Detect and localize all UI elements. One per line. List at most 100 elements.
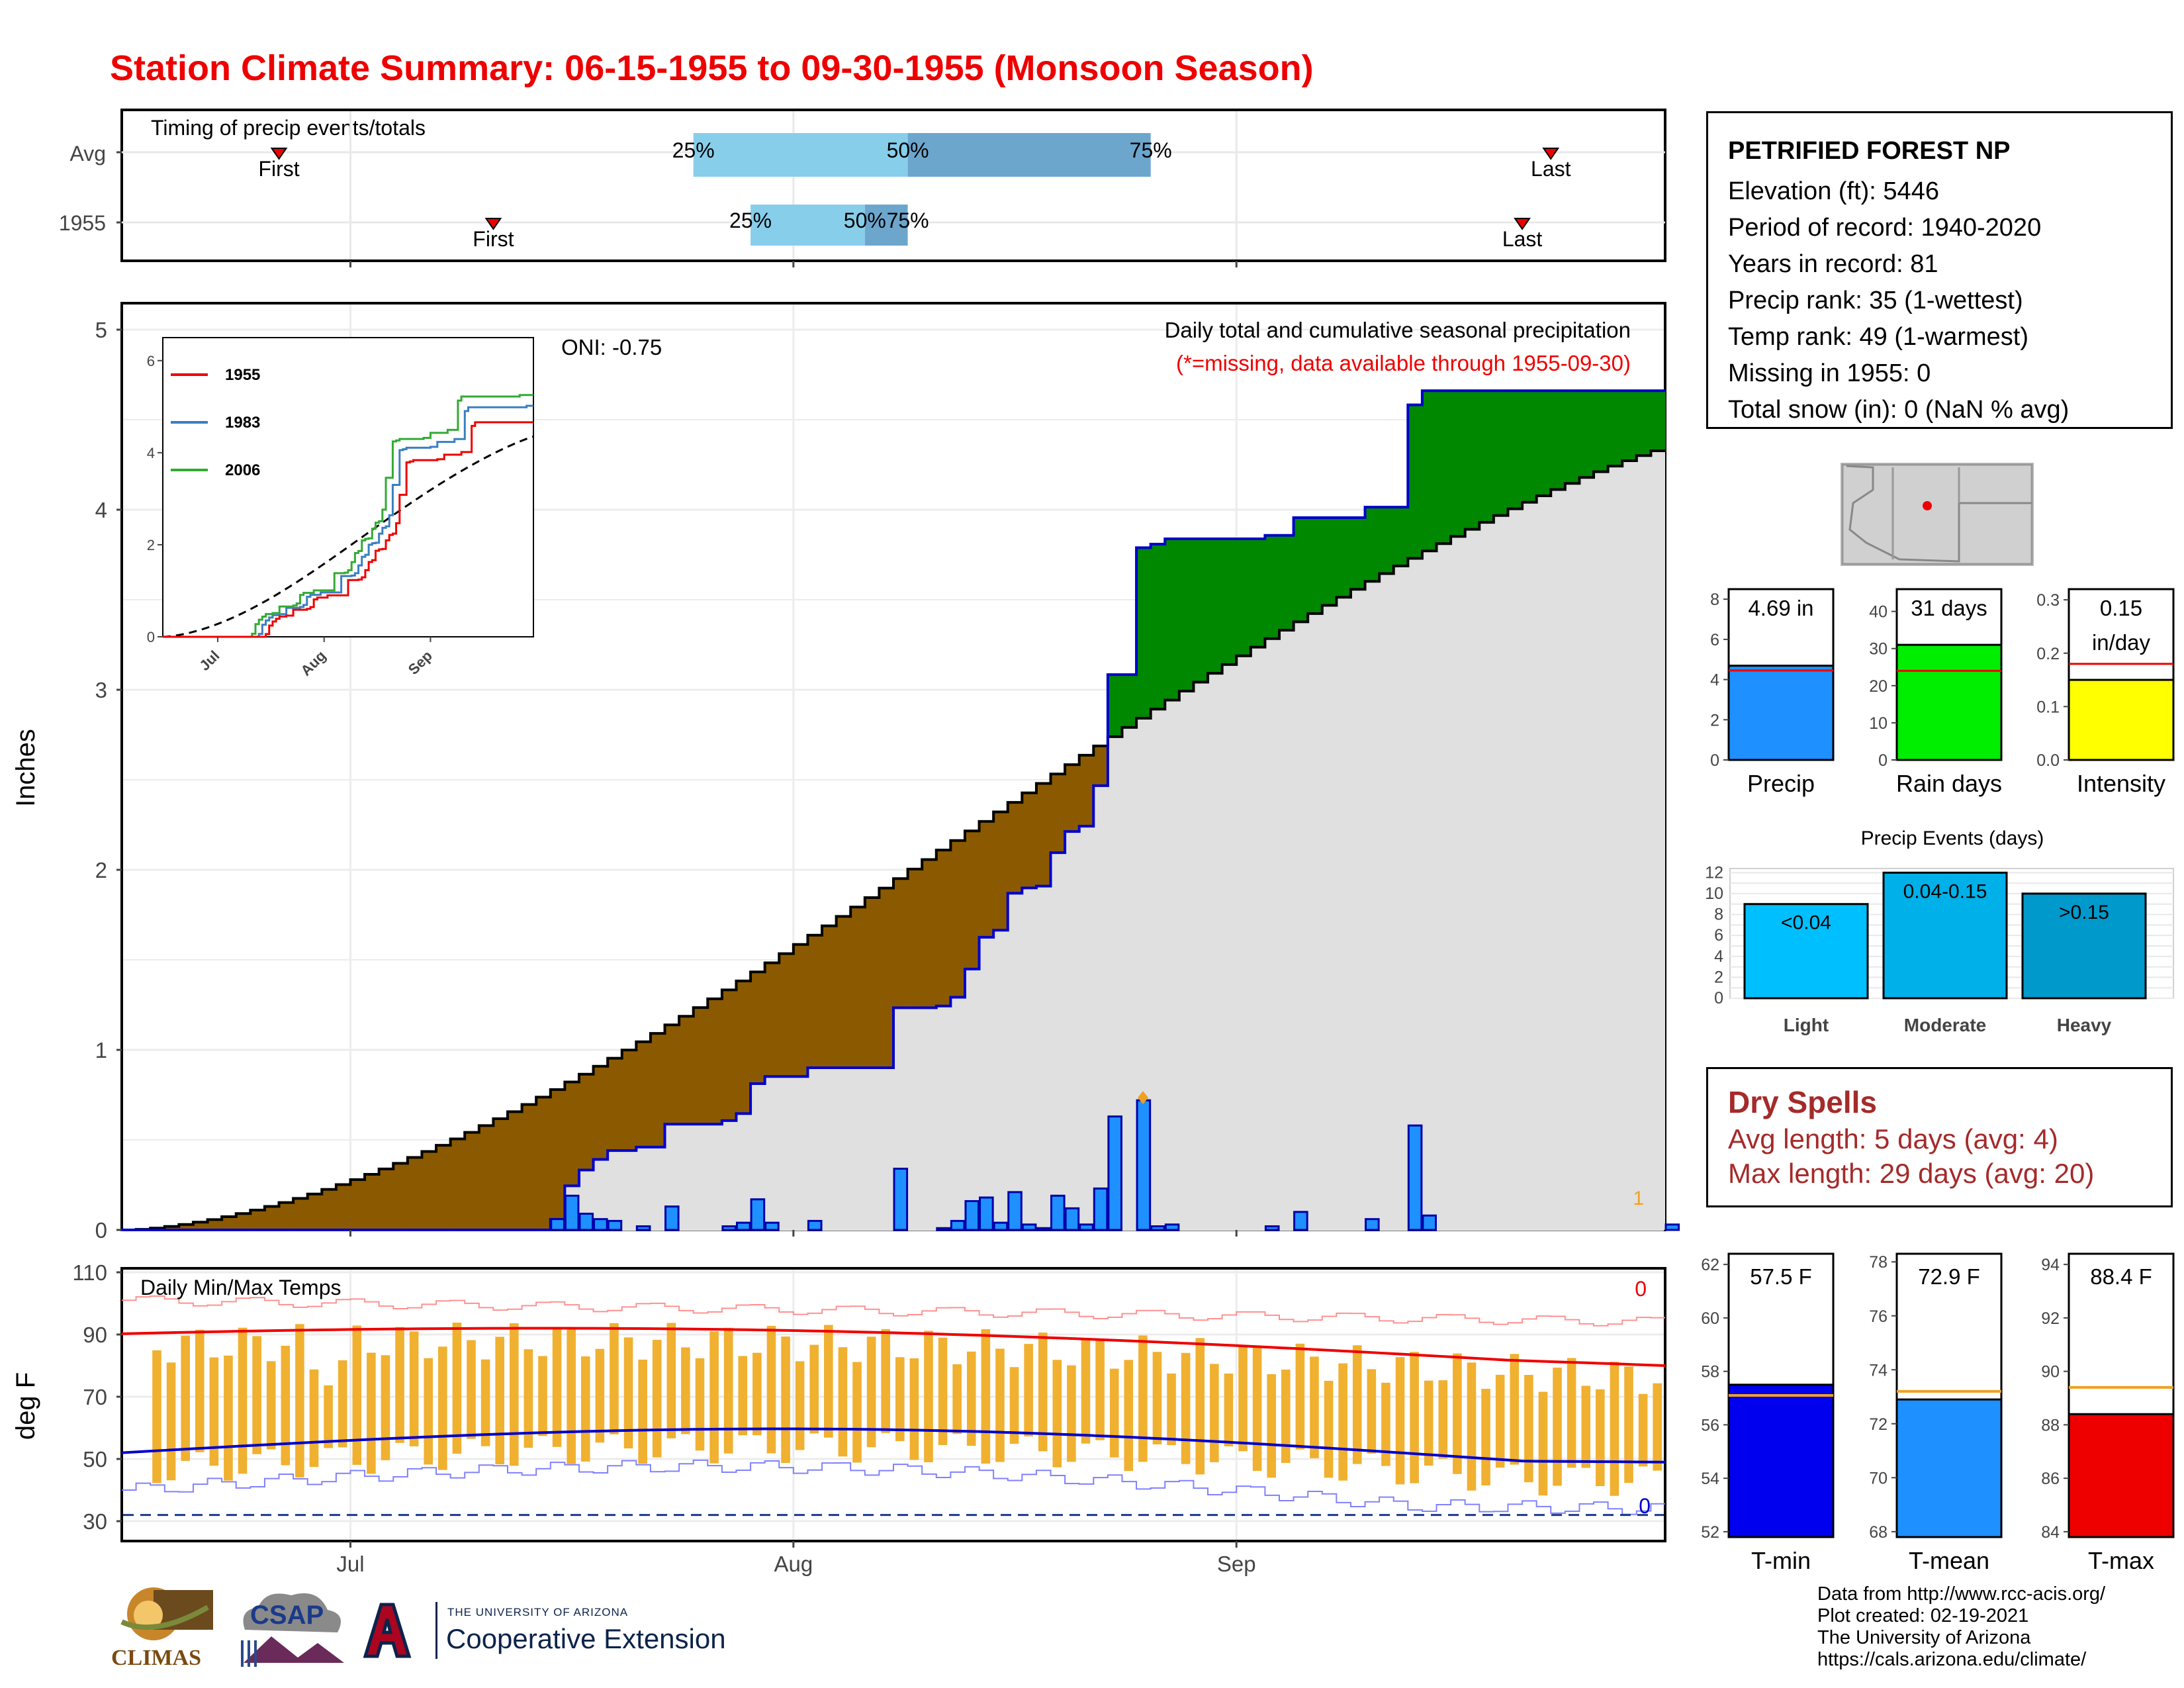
daily-temp-bar bbox=[852, 1362, 862, 1463]
events-bar-value: <0.04 bbox=[1781, 912, 1831, 934]
deficit-fill bbox=[250, 1210, 265, 1230]
events-bar bbox=[1743, 903, 1869, 1000]
deficit-fill bbox=[693, 1008, 708, 1125]
surplus-fill bbox=[1393, 507, 1408, 566]
daily-precip-bar bbox=[1422, 1214, 1437, 1231]
events-y-tick-label: 4 bbox=[1714, 947, 1723, 966]
temp-y-tick-label: 84 bbox=[2041, 1523, 2060, 1542]
max-precip-marker bbox=[1138, 1091, 1149, 1105]
small-y-tick-label: 0 bbox=[1878, 751, 1888, 770]
dry-spells-max: Max length: 29 days (avg: 20) bbox=[1728, 1158, 2095, 1189]
deficit-fill bbox=[1050, 774, 1066, 853]
events-bar bbox=[1882, 871, 2008, 1000]
daily-precip-bar bbox=[1036, 1227, 1052, 1231]
small-y-tick-label: 30 bbox=[1869, 640, 1888, 659]
inset-legend-label: 1955 bbox=[225, 366, 260, 384]
daily-temp-bar bbox=[881, 1329, 890, 1433]
daily-temp-bar bbox=[510, 1323, 519, 1466]
deficit-fill bbox=[936, 850, 951, 1006]
daily-temp-bar bbox=[1610, 1362, 1619, 1496]
deficit-fill bbox=[522, 1104, 537, 1230]
daily-temp-bar bbox=[652, 1340, 662, 1458]
deficit-fill bbox=[578, 1074, 594, 1170]
deficit-fill bbox=[893, 878, 909, 1008]
surplus-fill bbox=[1136, 547, 1152, 719]
deficit-fill bbox=[793, 944, 809, 1077]
daily-temp-bar bbox=[1381, 1382, 1390, 1466]
daily-precip-bar bbox=[1136, 1099, 1152, 1231]
deficit-fill bbox=[508, 1111, 523, 1230]
y-tick-label: 50 bbox=[83, 1447, 107, 1472]
last-marker bbox=[1514, 218, 1531, 230]
deficit-fill bbox=[1036, 783, 1052, 886]
station-elevation: Elevation (ft): 5446 bbox=[1728, 177, 1939, 205]
footer-line: The University of Arizona bbox=[1817, 1627, 2031, 1648]
daily-temp-bar bbox=[523, 1349, 533, 1448]
x-tick-label: Jul bbox=[336, 1552, 364, 1576]
quartile-box-lower bbox=[751, 205, 865, 246]
surplus-fill bbox=[1451, 391, 1466, 537]
temp-ylabel: deg F bbox=[11, 1372, 40, 1440]
surplus-fill bbox=[1493, 391, 1509, 516]
y-tick-label: 2 bbox=[95, 858, 107, 882]
daily-precip-bar bbox=[1365, 1218, 1380, 1231]
daily-temp-bar bbox=[438, 1346, 447, 1470]
small-y-tick-label: 0.0 bbox=[2036, 751, 2060, 770]
daily-temp-bar bbox=[1195, 1338, 1205, 1475]
daily-temp-bar bbox=[809, 1344, 819, 1434]
daily-precip-bar bbox=[1664, 1223, 1680, 1231]
last-marker bbox=[1542, 148, 1560, 160]
daily-temp-bar bbox=[1424, 1380, 1433, 1466]
daily-temp-bar bbox=[1138, 1335, 1148, 1462]
daily-temp-bar bbox=[209, 1357, 219, 1466]
surplus-fill bbox=[1551, 391, 1566, 490]
deficit-fill bbox=[879, 888, 894, 1068]
daily-temp-bar bbox=[238, 1327, 248, 1474]
daily-temp-bar bbox=[195, 1329, 205, 1452]
deficit-fill bbox=[536, 1097, 551, 1230]
surplus-fill bbox=[1350, 518, 1366, 590]
inset-legend-label: 2006 bbox=[225, 461, 260, 479]
temp-y-tick-label: 92 bbox=[2041, 1309, 2060, 1328]
small-chart-bar bbox=[1727, 665, 1835, 761]
first-label: First bbox=[473, 227, 514, 251]
first-marker bbox=[270, 148, 288, 160]
surplus-fill bbox=[1422, 391, 1437, 551]
daily-temp-bar bbox=[381, 1355, 390, 1460]
small-chart-bar bbox=[1895, 643, 2003, 761]
station-info-panel: PETRIFIED FOREST NP Elevation (ft): 5446… bbox=[1706, 111, 2173, 429]
daily-temp-bar bbox=[752, 1352, 762, 1436]
daily-temp-bar bbox=[1638, 1393, 1648, 1467]
daily-temp-bar bbox=[1653, 1383, 1662, 1471]
surplus-fill bbox=[1651, 391, 1666, 451]
daily-temp-bar bbox=[738, 1356, 748, 1436]
daily-precip-bar bbox=[1079, 1223, 1094, 1231]
deficit-fill bbox=[1022, 792, 1037, 888]
daily-temp-bar bbox=[638, 1359, 647, 1464]
deficit-fill bbox=[593, 1066, 608, 1160]
deficit-fill bbox=[636, 1041, 651, 1147]
daily-temp-bar bbox=[1495, 1374, 1505, 1468]
surplus-fill bbox=[1565, 391, 1580, 484]
oni-label: ONI: -0.75 bbox=[561, 335, 662, 359]
daily-temp-bar bbox=[1624, 1366, 1633, 1483]
surplus-fill bbox=[1236, 539, 1251, 656]
daily-temp-bar bbox=[681, 1347, 690, 1434]
daily-temp-bar bbox=[352, 1325, 362, 1465]
daily-temp-bar bbox=[1181, 1352, 1191, 1464]
footer-credits: Data from http://www.rcc-acis.org/ Plot … bbox=[1817, 1583, 2105, 1671]
deficit-fill bbox=[707, 998, 723, 1125]
daily-temp-bar bbox=[1467, 1362, 1477, 1491]
daily-precip-bar bbox=[936, 1227, 951, 1231]
temp-y-tick-label: 58 bbox=[1701, 1363, 1719, 1382]
daily-precip-bar bbox=[1093, 1187, 1109, 1231]
daily-temp-bar bbox=[1596, 1389, 1605, 1487]
temp-y-tick-label: 86 bbox=[2041, 1470, 2060, 1488]
events-bar-label: Heavy bbox=[2057, 1015, 2112, 1035]
deficit-fill bbox=[822, 925, 837, 1068]
quartile-25-label: 25% bbox=[672, 138, 715, 162]
dry-spells-avg: Avg length: 5 days (avg: 4) bbox=[1728, 1123, 2058, 1154]
surplus-fill bbox=[1322, 518, 1337, 606]
small-y-tick-label: 0.2 bbox=[2036, 645, 2060, 663]
daily-temp-bar bbox=[1538, 1391, 1548, 1496]
